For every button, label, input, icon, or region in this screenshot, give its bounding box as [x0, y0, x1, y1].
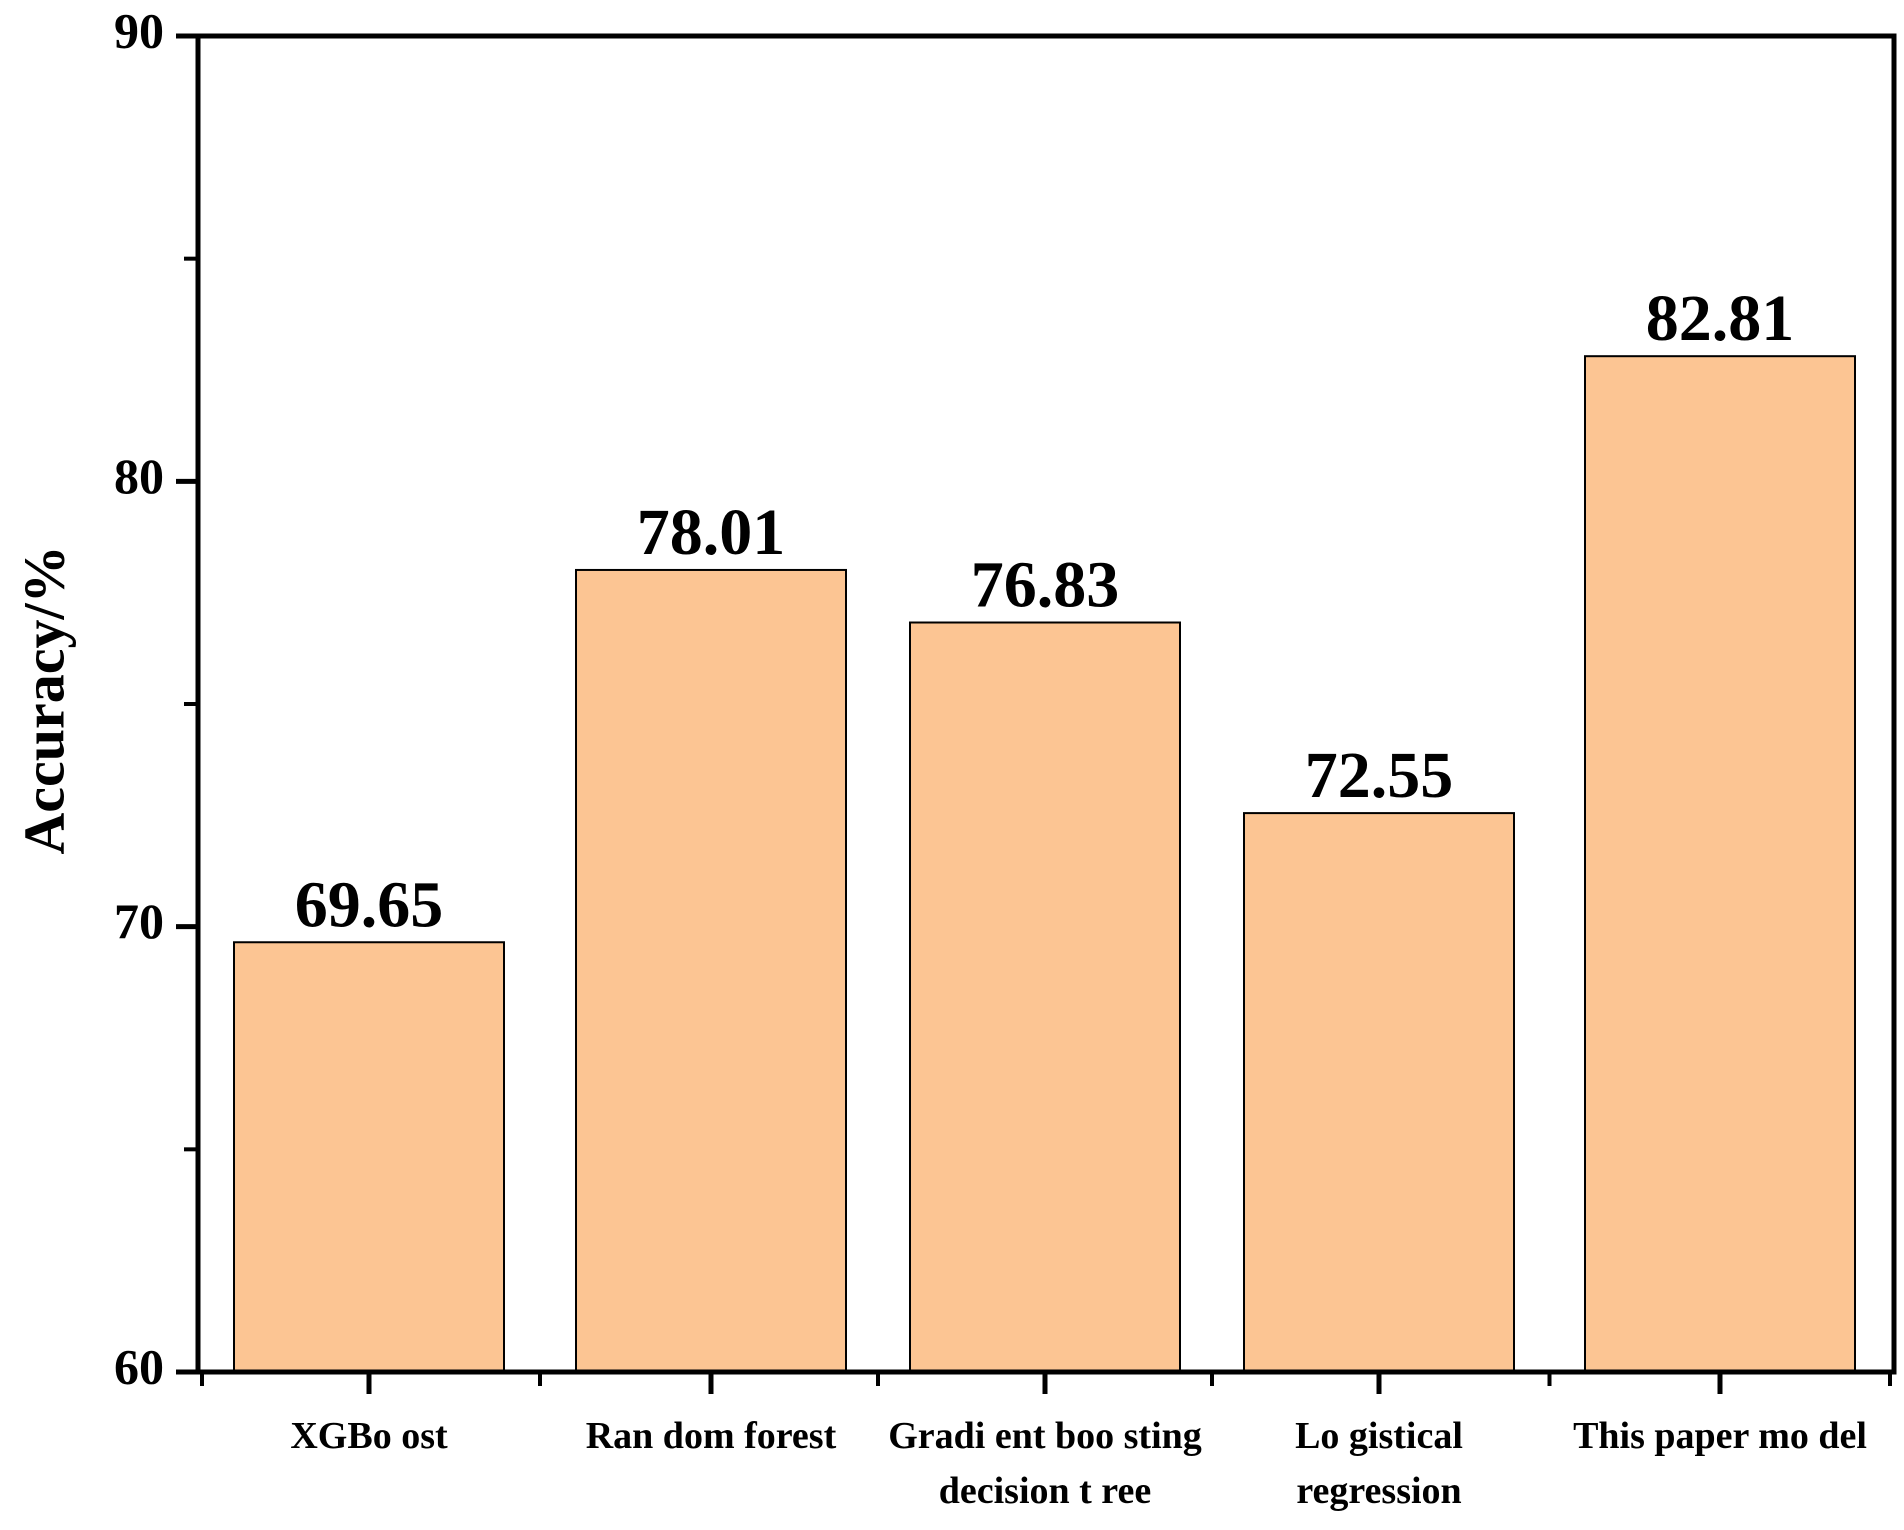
bar — [1584, 355, 1856, 1374]
x-tick-label: decision t ree — [939, 1470, 1151, 1512]
y-tick-label: 80 — [114, 448, 164, 504]
y-tick-label: 70 — [114, 893, 164, 949]
data-label: 82.81 — [1646, 282, 1795, 355]
x-tick-label: Lo gistical — [1295, 1415, 1463, 1457]
data-label: 69.65 — [295, 868, 444, 941]
y-tick-label: 90 — [114, 2, 164, 58]
bars-layer — [233, 355, 1856, 1374]
y-axis-label: Accuracy/% — [11, 545, 76, 854]
data-label: 76.83 — [971, 549, 1120, 622]
x-tick-label: regression — [1296, 1470, 1461, 1512]
axes-layer — [176, 33, 1897, 1394]
labels-layer: 69.65 78.01 76.83 72.55 82.81 60 70 80 90 XGBo os… — [114, 2, 1867, 1512]
x-tick-label: Gradi ent boo sting — [888, 1415, 1202, 1457]
data-label: 78.01 — [637, 496, 786, 569]
x-tick-label: Ran dom forest — [586, 1415, 837, 1457]
bar — [575, 568, 847, 1373]
bar — [1243, 812, 1515, 1373]
x-tick-label: XGBo ost — [290, 1415, 448, 1457]
data-label: 72.55 — [1305, 739, 1454, 812]
bar — [233, 941, 505, 1374]
y-tick-label: 60 — [114, 1338, 164, 1394]
x-tick-label: This paper mo del — [1573, 1415, 1867, 1457]
bar — [909, 621, 1181, 1373]
